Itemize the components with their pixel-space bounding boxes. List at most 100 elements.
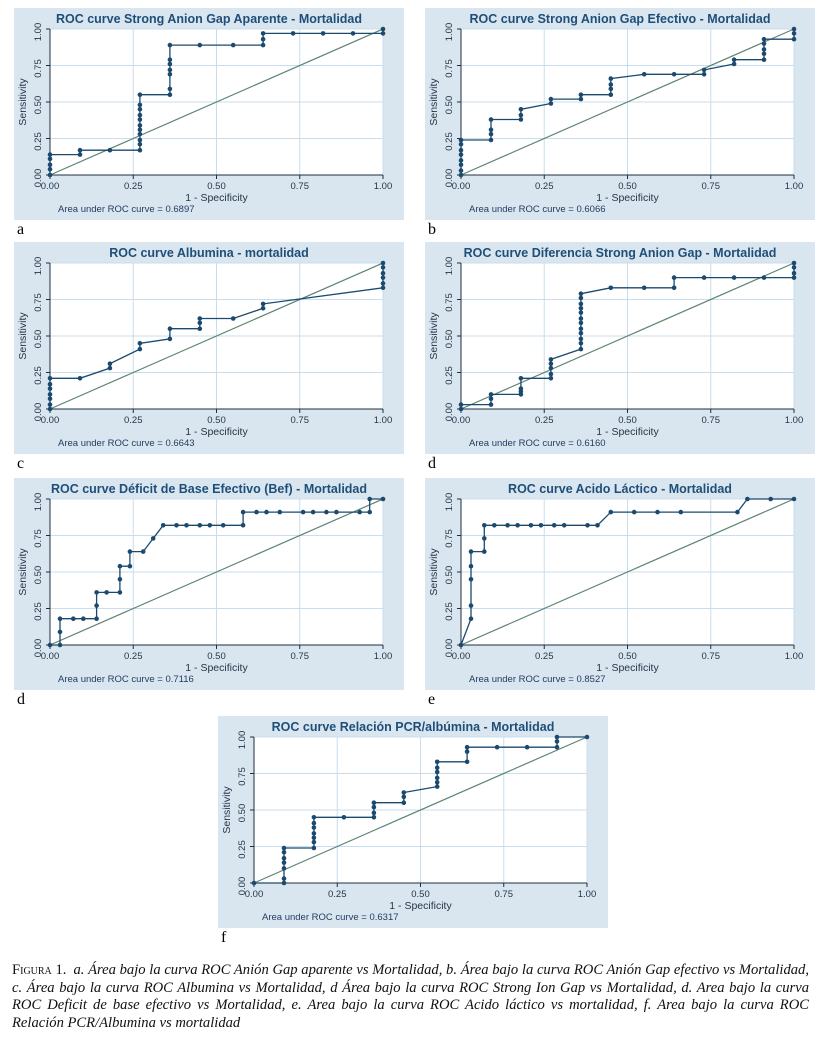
x-tick-label: 0.25 xyxy=(535,181,554,192)
roc-point xyxy=(585,523,590,528)
roc-point xyxy=(260,42,266,48)
roc-panel-6-f: 0.00 0.00 0.25 0.25 0.50 0.50 0.75 0.75 1.00 1.00… xyxy=(218,716,608,946)
roc-point xyxy=(434,784,440,789)
roc-point xyxy=(167,61,173,67)
chart-title: ROC curve Strong Anion Gap Efectivo - Mo… xyxy=(470,12,771,26)
x-axis-title: 1 - Specificity xyxy=(185,662,248,674)
y-tick-label: 0.75 xyxy=(444,529,455,548)
roc-point xyxy=(47,152,53,157)
roc-point xyxy=(137,142,143,147)
roc-point xyxy=(47,172,53,178)
roc-point xyxy=(791,36,797,42)
roc-point xyxy=(197,523,203,528)
roc-point xyxy=(260,31,266,36)
roc-point xyxy=(47,396,53,402)
chart-title: ROC curve Acido Láctico - Mortalidad xyxy=(508,482,732,496)
roc-point xyxy=(791,260,797,266)
roc-point xyxy=(167,86,173,92)
panel-letter-c-2: c xyxy=(17,455,25,472)
roc-point xyxy=(220,523,226,528)
roc-point xyxy=(401,800,407,805)
roc-point xyxy=(367,496,373,502)
roc-panel-1-b: 0.00 0.00 0.25 0.25 0.50 0.50 0.75 0.75 1.00 1.00… xyxy=(425,8,815,238)
roc-point xyxy=(47,166,53,172)
x-tick-label: 0.75 xyxy=(495,889,514,900)
y-tick-label: 0.25 xyxy=(33,132,44,151)
roc-point xyxy=(401,790,407,795)
roc-point xyxy=(458,158,464,163)
y-axis-title: Sensitivity xyxy=(17,548,29,596)
roc-point xyxy=(77,376,83,381)
roc-point xyxy=(174,523,179,528)
roc-point xyxy=(311,839,317,845)
x-tick-label: 1.00 xyxy=(785,651,804,662)
roc-point xyxy=(548,357,554,362)
y-tick-label: 0.75 xyxy=(444,59,455,78)
roc-point xyxy=(482,536,487,541)
roc-point xyxy=(554,744,560,750)
roc-point xyxy=(184,523,189,528)
roc-point xyxy=(554,739,560,744)
x-axis-title: 1 - Specificity xyxy=(185,426,248,438)
x-tick-label: 0.75 xyxy=(702,181,721,192)
roc-point xyxy=(561,523,567,528)
roc-point xyxy=(458,168,464,173)
roc-point xyxy=(458,642,464,648)
roc-point xyxy=(761,275,767,280)
roc-point xyxy=(77,147,83,153)
y-axis-title: Sensitivity xyxy=(428,312,440,360)
panel-letter-d-4: d xyxy=(17,691,25,708)
roc-point xyxy=(281,866,287,871)
roc-point xyxy=(290,31,296,36)
figure-caption: Figura 1. a. Área bajo la curva ROC Anión… xyxy=(12,962,809,1032)
roc-point xyxy=(47,376,53,381)
x-tick-label: 0.50 xyxy=(411,889,430,900)
roc-panel-0-a: 0.00 0.00 0.25 0.25 0.50 0.50 0.75 0.75 1.00 1.00… xyxy=(14,8,404,238)
roc-point xyxy=(434,769,440,775)
roc-point xyxy=(380,281,386,286)
roc-point xyxy=(731,61,737,67)
x-tick-label: 0.00 xyxy=(245,889,264,900)
roc-point xyxy=(341,815,347,820)
reference-line xyxy=(460,262,795,410)
roc-point xyxy=(47,162,53,168)
roc-point xyxy=(578,92,584,97)
roc-point xyxy=(524,744,530,750)
roc-point xyxy=(482,523,487,528)
roc-point xyxy=(548,371,554,377)
roc-point xyxy=(167,326,173,331)
roc-point xyxy=(320,31,326,36)
roc-point xyxy=(380,285,386,291)
roc-chart-6: 0.000.00 0.25 0.25 0.50 0.50 0.75 0.75 1.00 1.00… xyxy=(218,716,608,928)
x-tick-label: 0.75 xyxy=(291,415,310,426)
x-tick-label: 0.50 xyxy=(618,651,637,662)
roc-point xyxy=(791,26,797,32)
y-tick-label: 0.50 xyxy=(33,566,44,585)
y-tick-label: 0.00 xyxy=(33,403,44,422)
roc-point xyxy=(281,860,287,865)
roc-point xyxy=(324,509,329,515)
roc-point xyxy=(518,107,524,112)
roc-point xyxy=(458,172,464,178)
x-tick-label: 1.00 xyxy=(785,181,804,192)
roc-point xyxy=(94,616,99,621)
roc-point xyxy=(167,336,173,342)
roc-point xyxy=(468,616,474,621)
figure-caption-text: a. Área bajo la curva ROC Anión Gap apar… xyxy=(12,962,809,1031)
roc-point xyxy=(434,775,440,781)
y-tick-label: 0.25 xyxy=(444,602,455,621)
roc-point xyxy=(380,270,386,276)
x-axis-title: 1 - Specificity xyxy=(596,192,659,204)
roc-point xyxy=(47,642,53,648)
roc-point xyxy=(57,642,63,648)
roc-point xyxy=(608,76,614,81)
panel-letter-d-3: d xyxy=(428,455,436,472)
y-tick-label: 0.75 xyxy=(33,293,44,312)
x-tick-label: 0.00 xyxy=(41,415,60,426)
roc-point xyxy=(608,285,614,291)
roc-point xyxy=(488,117,494,122)
roc-point xyxy=(791,31,797,36)
roc-point xyxy=(197,320,203,326)
roc-point xyxy=(47,406,53,412)
x-tick-label: 0.25 xyxy=(124,415,143,426)
